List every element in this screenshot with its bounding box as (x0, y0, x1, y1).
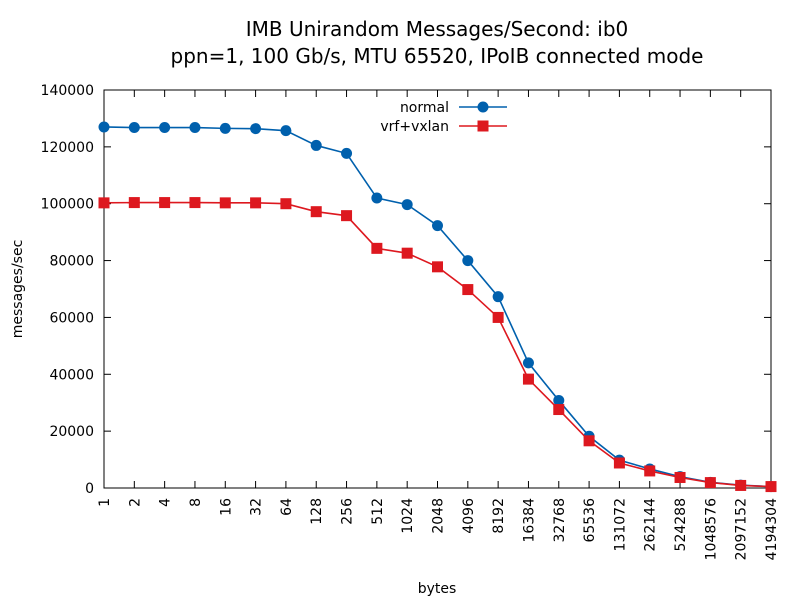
y-tick-label: 120000 (41, 140, 94, 156)
data-point-normal (371, 192, 383, 204)
x-tick-label: 4194304 (764, 498, 780, 560)
y-tick-label: 40000 (49, 367, 94, 383)
data-point-normal (553, 394, 565, 406)
data-point-vrf+vxlan (280, 198, 292, 210)
legend-entry-normal: normal (400, 100, 507, 116)
y-tick-label: 140000 (41, 83, 94, 99)
x-tick-label: 2 (127, 498, 143, 507)
data-point-vrf+vxlan (371, 242, 383, 254)
x-tick-label: 16384 (521, 498, 537, 543)
x-tick-label: 4 (158, 498, 174, 507)
data-point-vrf+vxlan (553, 404, 565, 416)
x-tick-label: 32768 (552, 498, 568, 543)
data-point-vrf+vxlan (219, 197, 231, 209)
data-point-normal (477, 101, 489, 113)
data-point-normal (310, 139, 322, 151)
x-tick-label: 64 (279, 498, 295, 516)
data-point-vrf+vxlan (189, 197, 201, 209)
data-point-normal (98, 121, 110, 133)
data-point-normal (462, 255, 474, 267)
x-tick-label: 2048 (431, 498, 447, 534)
data-point-normal (341, 147, 353, 159)
x-tick-label: 524288 (673, 498, 689, 551)
data-point-vrf+vxlan (613, 457, 625, 469)
data-point-vrf+vxlan (492, 311, 504, 323)
x-tick-label: 1024 (400, 498, 416, 534)
data-point-normal (401, 199, 413, 211)
x-tick-label: 2097152 (734, 498, 750, 560)
data-point-vrf+vxlan (159, 197, 171, 209)
data-point-vrf+vxlan (735, 479, 747, 491)
x-axis-label: bytes (418, 581, 457, 597)
series-layer (98, 121, 777, 493)
chart-subtitle: ppn=1, 100 Gb/s, MTU 65520, IPoIB connec… (171, 44, 704, 68)
legend-entry-vrf+vxlan: vrf+vxlan (380, 119, 507, 135)
data-point-normal (492, 291, 504, 303)
data-point-vrf+vxlan (341, 210, 353, 222)
data-point-vrf+vxlan (765, 481, 777, 493)
x-tick-label: 1 (97, 498, 113, 507)
x-tick-label: 65536 (582, 498, 598, 543)
data-point-vrf+vxlan (583, 435, 595, 447)
data-point-vrf+vxlan (432, 261, 443, 273)
data-point-vrf+vxlan (250, 197, 262, 209)
data-point-normal (432, 220, 443, 232)
data-point-normal (280, 125, 292, 137)
y-tick-label: 0 (85, 481, 94, 497)
data-point-normal (189, 122, 201, 134)
x-tick-label: 4096 (461, 498, 477, 534)
series-vrf+vxlan (98, 197, 777, 493)
x-tick-label: 262144 (643, 498, 659, 552)
data-point-normal (219, 122, 231, 134)
x-tick-label: 512 (370, 498, 386, 525)
data-point-vrf+vxlan (401, 247, 413, 259)
data-point-vrf+vxlan (98, 197, 110, 209)
data-point-vrf+vxlan (644, 465, 656, 477)
data-point-vrf+vxlan (310, 206, 322, 218)
x-tick-label: 8 (188, 498, 204, 507)
x-tick-label: 32 (249, 498, 265, 516)
data-point-vrf+vxlan (462, 284, 474, 296)
x-tick-label: 16 (218, 498, 234, 516)
y-tick-label: 20000 (49, 424, 94, 440)
data-point-vrf+vxlan (674, 471, 686, 483)
data-point-normal (250, 123, 262, 135)
x-axis: 1 2 4 8 16 32 64 128 256 512 1024 2048 4096 8192 16384… (97, 90, 780, 560)
x-tick-label: 1048576 (703, 498, 719, 560)
y-tick-label: 60000 (49, 310, 94, 326)
chart-title: IMB Unirandom Messages/Second: ib0 (246, 17, 629, 41)
data-point-normal (128, 122, 140, 134)
x-tick-label: 256 (340, 498, 356, 525)
y-tick-label: 80000 (49, 254, 94, 270)
legend-label: normal (400, 100, 449, 116)
data-point-normal (522, 357, 534, 369)
x-tick-label: 128 (309, 498, 325, 525)
legend: normal vrf+vxlan (380, 100, 507, 135)
y-axis: 0 20000 40000 60000 80000 100000 120000 140000 (41, 83, 771, 497)
data-point-vrf+vxlan (128, 197, 140, 209)
x-tick-label: 8192 (491, 498, 507, 534)
y-axis-label: messages/sec (10, 240, 26, 339)
y-tick-label: 100000 (41, 197, 94, 213)
data-point-vrf+vxlan (522, 373, 534, 385)
legend-label: vrf+vxlan (380, 119, 449, 135)
data-point-vrf+vxlan (477, 120, 489, 132)
data-point-vrf+vxlan (704, 477, 716, 489)
data-point-normal (159, 122, 171, 134)
x-tick-label: 131072 (612, 498, 628, 551)
